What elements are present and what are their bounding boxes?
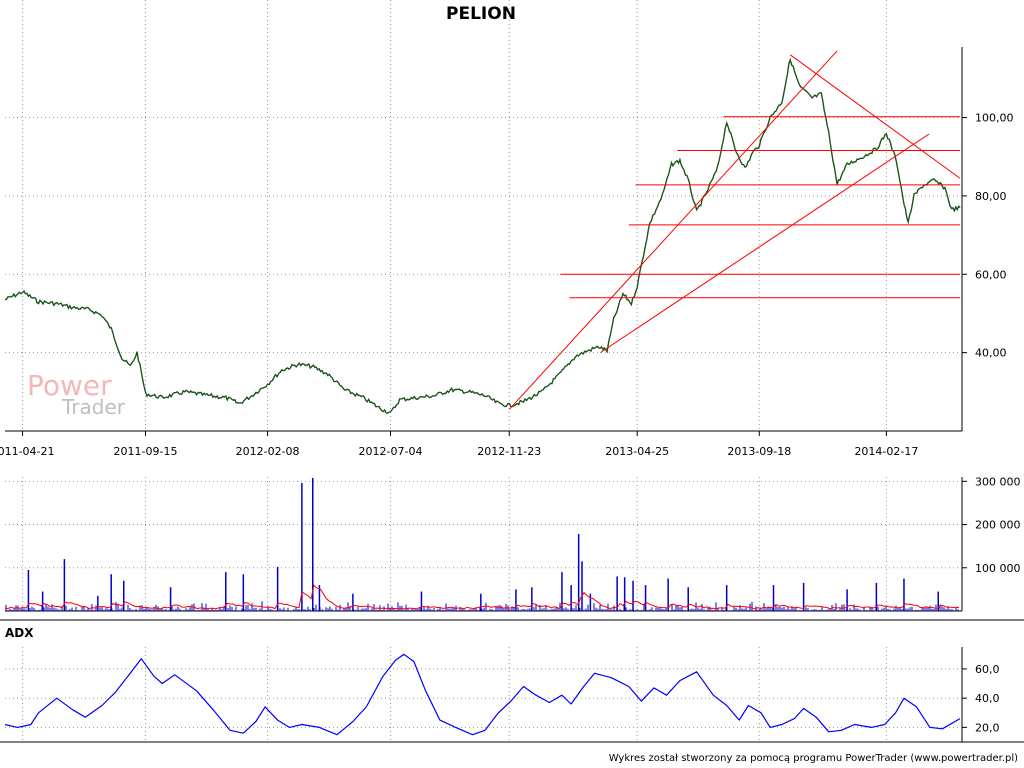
powertrader-watermark: Power Trader: [27, 369, 126, 419]
price-y-tick-label: 60,00: [975, 268, 1007, 281]
volume-y-tick-label: 200 000: [975, 519, 1021, 532]
volume-average-line: [4, 584, 960, 610]
adx-panel-label: ADX: [5, 626, 34, 640]
adx-y-tick-label: 40,0: [975, 692, 1000, 705]
trend-line: [600, 133, 930, 354]
volume-panel: 100 000 200 000 300 000: [4, 475, 1021, 612]
x-tick-label: 2013-04-25: [605, 445, 669, 458]
x-tick-label: 2012-02-08: [236, 445, 300, 458]
trend-line: [508, 50, 838, 410]
price-panel: 2011-04-21 2011-09-15 2012-02-08 2012-07-04…: [0, 0, 1014, 458]
x-tick-label: 2012-07-04: [359, 445, 423, 458]
price-y-tick-label: 80,00: [975, 190, 1007, 203]
adx-y-tick-label: 20,0: [975, 721, 1000, 734]
price-series-line: [4, 57, 961, 414]
adx-y-tick-label: 60,0: [975, 663, 1000, 676]
x-tick-label: 2014-02-17: [854, 445, 918, 458]
credit-text: Wykres został stworzony za pomocą progra…: [609, 753, 1018, 764]
price-series-accent: [4, 58, 961, 414]
x-tick-label: 2012-11-23: [477, 445, 541, 458]
x-tick-label: 2011-09-15: [114, 445, 178, 458]
price-y-tick-label: 100,00: [975, 112, 1014, 125]
adx-panel: 20,0 40,0 60,0: [0, 619, 1024, 743]
adx-series-line: [4, 653, 961, 736]
chart-title: PELION: [446, 4, 516, 24]
watermark-trader: Trader: [61, 395, 126, 419]
x-tick-label: 2013-09-18: [727, 445, 791, 458]
price-y-tick-label: 40,00: [975, 347, 1007, 360]
trend-line: [789, 54, 961, 179]
x-tick-label: 2011-04-21: [0, 445, 55, 458]
watermark-power: Power: [27, 369, 112, 402]
volume-y-tick-label: 300 000: [975, 475, 1021, 488]
volume-y-tick-label: 100 000: [975, 562, 1021, 575]
